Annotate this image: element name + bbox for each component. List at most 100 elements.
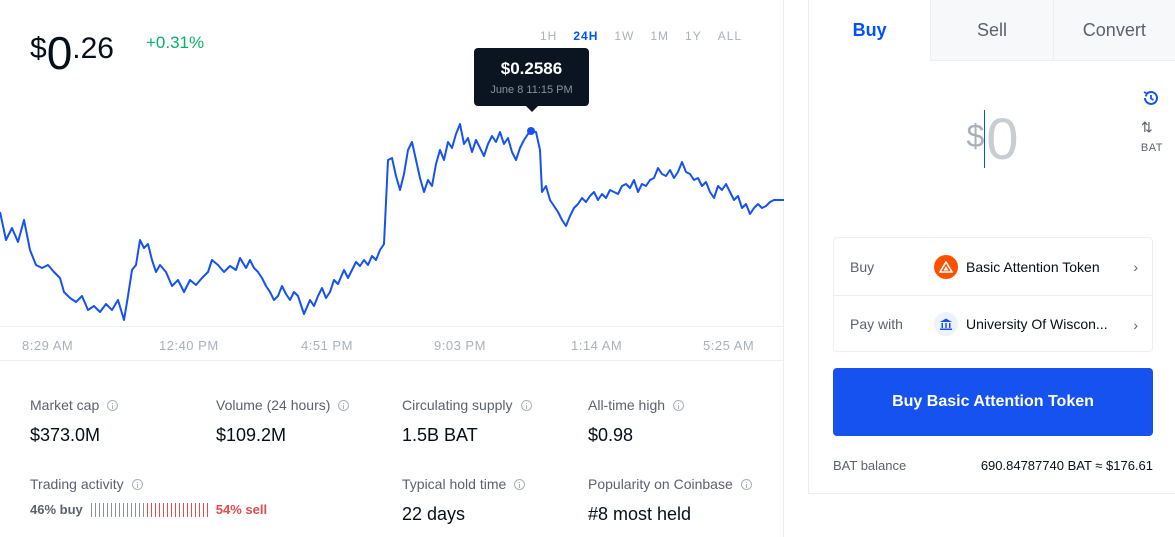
chart-panel: $ 0 .26 +0.31% 1H 24H 1W 1M 1Y ALL $0.25… xyxy=(0,0,784,537)
time-label: 9:03 PM xyxy=(434,338,486,353)
buy-bar xyxy=(142,502,144,517)
sell-bar xyxy=(198,502,200,517)
sell-bar xyxy=(162,502,164,517)
buy-bar xyxy=(98,502,100,517)
price-currency: $ xyxy=(30,32,47,65)
range-1y[interactable]: 1Y xyxy=(685,29,702,43)
stat-value: #8 most held xyxy=(588,504,692,524)
order-selector: Buy Basic Attention Token › Pay with Uni… xyxy=(833,237,1153,352)
buy-bar xyxy=(102,502,104,517)
buy-bar xyxy=(130,502,132,517)
price-chart[interactable] xyxy=(0,100,784,326)
time-label: 1:14 AM xyxy=(571,338,623,353)
buy-asset-selector[interactable]: Buy Basic Attention Token › xyxy=(834,238,1152,295)
row-value: Basic Attention Token xyxy=(966,258,1100,275)
stat-value: $0.98 xyxy=(588,425,634,445)
sell-bar xyxy=(186,502,188,517)
bat-logo-icon xyxy=(934,254,958,279)
stat-volume: Volume (24 hours) $109.2M xyxy=(216,397,350,446)
buy-bar xyxy=(118,502,120,517)
time-label: 5:25 AM xyxy=(703,338,755,353)
stat-label: Typical hold time xyxy=(402,476,507,492)
time-axis: 8:29 AM 12:40 PM 4:51 PM 9:03 PM 1:14 AM… xyxy=(0,338,784,354)
sell-percentage: 54% sell xyxy=(215,502,268,517)
sell-bar xyxy=(154,502,156,517)
tab-convert[interactable]: Convert xyxy=(1052,0,1175,61)
amount-value: 0 xyxy=(986,107,1019,172)
chevron-right-icon: › xyxy=(1133,259,1138,275)
hover-point xyxy=(527,127,535,135)
info-icon[interactable] xyxy=(107,399,119,411)
bank-icon xyxy=(934,312,958,336)
trading-activity-meter: 46% buy 54% sell xyxy=(30,502,267,517)
text-caret xyxy=(984,110,986,168)
sell-bar xyxy=(174,502,176,517)
info-icon[interactable] xyxy=(514,478,526,490)
buy-bar xyxy=(122,502,124,517)
buy-bar xyxy=(126,502,128,517)
balance-value: 690.84787740 BAT ≈ $176.61 xyxy=(980,458,1153,473)
price-integer: 0 xyxy=(46,27,73,79)
range-1h[interactable]: 1H xyxy=(540,29,558,43)
stat-label: Trading activity xyxy=(30,476,124,492)
stat-label: Market cap xyxy=(30,397,100,413)
current-price: $ 0 .26 xyxy=(30,28,114,78)
sell-bar xyxy=(194,502,196,517)
stat-label: Popularity on Coinbase xyxy=(588,476,733,492)
amount-input[interactable]: $0 xyxy=(809,108,1175,172)
sell-bar xyxy=(206,502,208,517)
amount-currency: $ xyxy=(966,118,985,154)
swap-icon[interactable]: ⇅ xyxy=(1141,119,1153,135)
divider xyxy=(0,360,784,361)
sell-bar xyxy=(166,502,168,517)
time-label: 8:29 AM xyxy=(22,338,74,353)
buy-percentage: 46% buy xyxy=(30,502,83,517)
range-24h[interactable]: 24H xyxy=(573,29,599,43)
stat-all-time-high: All-time high $0.98 xyxy=(588,397,685,446)
info-icon[interactable] xyxy=(673,399,685,411)
chevron-right-icon: › xyxy=(1133,317,1138,333)
range-1m[interactable]: 1M xyxy=(650,29,670,43)
info-icon[interactable] xyxy=(338,399,350,411)
buy-button[interactable]: Buy Basic Attention Token xyxy=(833,368,1153,436)
stat-label: Volume (24 hours) xyxy=(216,397,331,413)
row-label: Buy xyxy=(850,258,875,275)
swap-currency-label[interactable]: BAT xyxy=(1140,142,1163,154)
payment-method-selector[interactable]: Pay with University Of Wiscon... › xyxy=(834,295,1152,352)
range-1w[interactable]: 1W xyxy=(614,29,635,43)
stat-value: $109.2M xyxy=(216,425,287,445)
stat-trading-activity: Trading activity xyxy=(30,476,143,492)
stat-value: 1.5B BAT xyxy=(402,425,478,445)
range-all[interactable]: ALL xyxy=(717,29,743,43)
price-change: +0.31% xyxy=(146,33,205,52)
stat-circulating-supply: Circulating supply 1.5B BAT xyxy=(402,397,532,446)
info-icon[interactable] xyxy=(131,478,143,490)
info-icon[interactable] xyxy=(520,399,532,411)
buy-bar xyxy=(94,502,96,517)
stat-popularity: Popularity on Coinbase #8 most held xyxy=(588,476,752,525)
sell-bar xyxy=(182,502,184,517)
balance-row: BAT balance 690.84787740 BAT ≈ $176.61 xyxy=(833,458,1153,473)
stat-value: 22 days xyxy=(402,504,466,524)
time-label: 12:40 PM xyxy=(159,338,219,353)
time-range-selector: 1H 24H 1W 1M 1Y ALL xyxy=(540,29,758,43)
chart-baseline xyxy=(0,326,784,327)
buy-bar xyxy=(106,502,108,517)
stat-hold-time: Typical hold time 22 days xyxy=(402,476,526,525)
tooltip-date: June 8 11:15 PM xyxy=(490,84,573,96)
stat-label: Circulating supply xyxy=(402,397,513,413)
activity-bars xyxy=(90,502,208,517)
history-icon[interactable] xyxy=(1141,88,1161,108)
time-label: 4:51 PM xyxy=(301,338,353,353)
price-tooltip: $0.2586 June 8 11:15 PM xyxy=(474,48,589,112)
buy-bar xyxy=(138,502,140,517)
sell-bar xyxy=(146,502,148,517)
info-icon[interactable] xyxy=(740,478,752,490)
tab-sell[interactable]: Sell xyxy=(930,0,1053,61)
price-line xyxy=(0,123,784,321)
buy-bar xyxy=(90,502,92,517)
tooltip-price: $0.2586 xyxy=(500,59,563,78)
sell-bar xyxy=(150,502,152,517)
tab-buy[interactable]: Buy xyxy=(809,0,931,61)
trade-panel: Buy Sell Convert $0 ⇅ BAT Buy Basic Atte… xyxy=(808,0,1175,494)
